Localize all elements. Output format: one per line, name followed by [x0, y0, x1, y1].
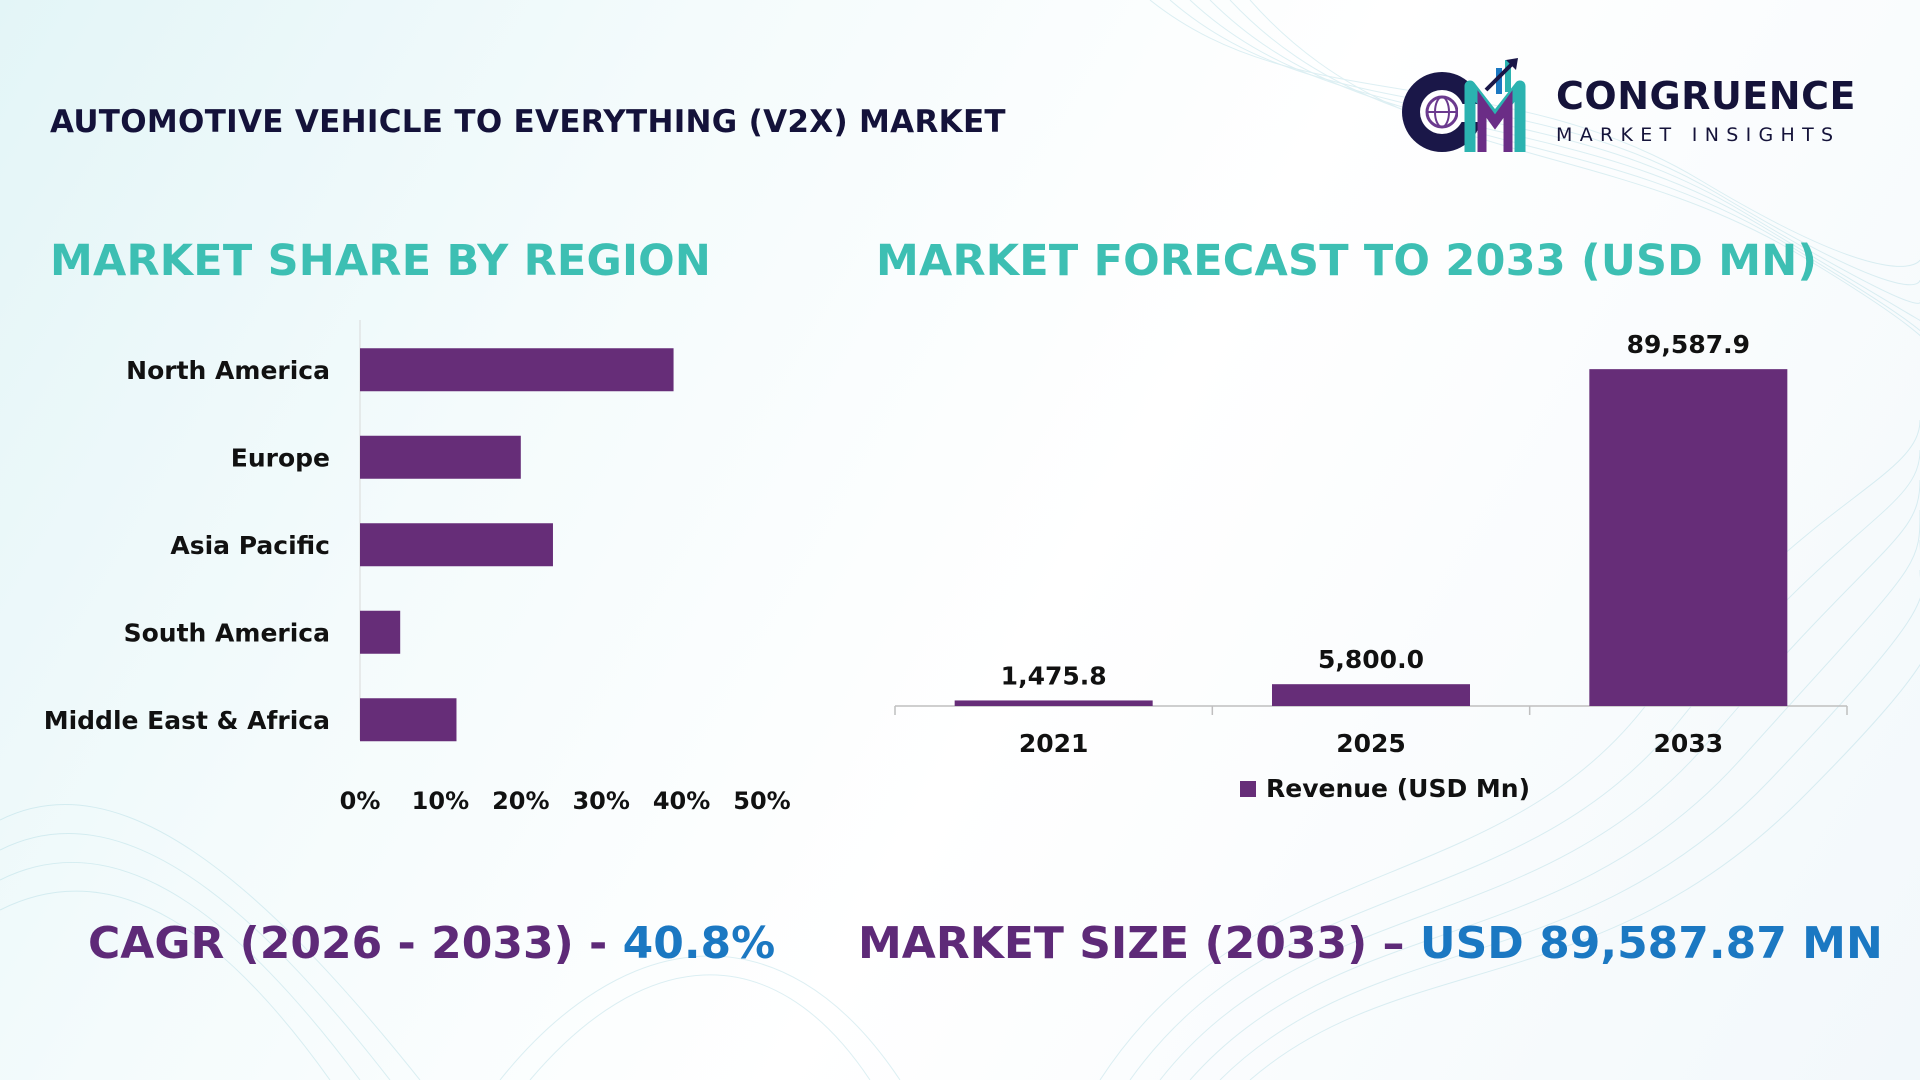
data-label: 5,800.0 — [1318, 645, 1424, 674]
forecast-chart-title: MARKET FORECAST TO 2033 (USD MN) — [876, 236, 1818, 286]
cagr-label: CAGR (2026 - 2033) - — [88, 918, 623, 969]
x-tick-label: 10% — [412, 787, 469, 815]
forecast-column-chart: 1,475.8 2021 5,800.0 2025 89,587.9 2033 Revenu… — [894, 330, 1848, 803]
logo-subtitle: MARKET INSIGHTS — [1556, 124, 1841, 146]
category-label: North America — [126, 356, 330, 385]
category-label: Middle East & Africa — [44, 706, 330, 735]
x-tick-label: 2021 — [1019, 729, 1089, 758]
column-2021 — [954, 700, 1153, 706]
bar-asia-pacific — [360, 523, 553, 567]
legend-label: Revenue (USD Mn) — [1266, 774, 1530, 803]
category-label: Europe — [231, 443, 330, 472]
company-logo: CONGRUENCE MARKET INSIGHTS — [1400, 52, 1870, 157]
region-share-bar-chart: North America Europe Asia Pacific South Ame… — [44, 320, 791, 815]
logo-name: CONGRUENCE — [1556, 74, 1856, 118]
cagr-value: 40.8% — [622, 918, 776, 969]
bar-europe — [360, 435, 521, 479]
market-size-label: MARKET SIZE (2033) – — [858, 918, 1420, 969]
column-2025 — [1272, 684, 1470, 706]
column-2033 — [1589, 369, 1788, 706]
x-tick-label: 40% — [653, 787, 710, 815]
bar-south-america — [360, 610, 401, 654]
region-chart-title: MARKET SHARE BY REGION — [50, 236, 712, 286]
cmi-logo-icon — [1402, 58, 1526, 152]
legend-swatch — [1240, 781, 1256, 797]
data-label: 89,587.9 — [1627, 330, 1750, 359]
bar-north-america — [360, 348, 674, 392]
x-tick-label: 50% — [733, 787, 790, 815]
market-size-summary: MARKET SIZE (2033) – USD 89,587.87 MN — [858, 918, 1883, 969]
x-tick-label: 2025 — [1336, 729, 1406, 758]
x-tick-label: 2033 — [1654, 729, 1724, 758]
category-label: Asia Pacific — [170, 531, 330, 560]
x-tick-label: 30% — [572, 787, 629, 815]
x-tick-label: 20% — [492, 787, 549, 815]
page-title: AUTOMOTIVE VEHICLE TO EVERYTHING (V2X) M… — [50, 104, 1006, 140]
bar-middle-east-africa — [360, 698, 457, 742]
market-size-value: USD 89,587.87 MN — [1419, 918, 1883, 969]
category-label: South America — [124, 618, 330, 647]
cagr-summary: CAGR (2026 - 2033) - 40.8% — [88, 918, 775, 969]
x-tick-label: 0% — [340, 787, 381, 815]
data-label: 1,475.8 — [1001, 661, 1107, 690]
